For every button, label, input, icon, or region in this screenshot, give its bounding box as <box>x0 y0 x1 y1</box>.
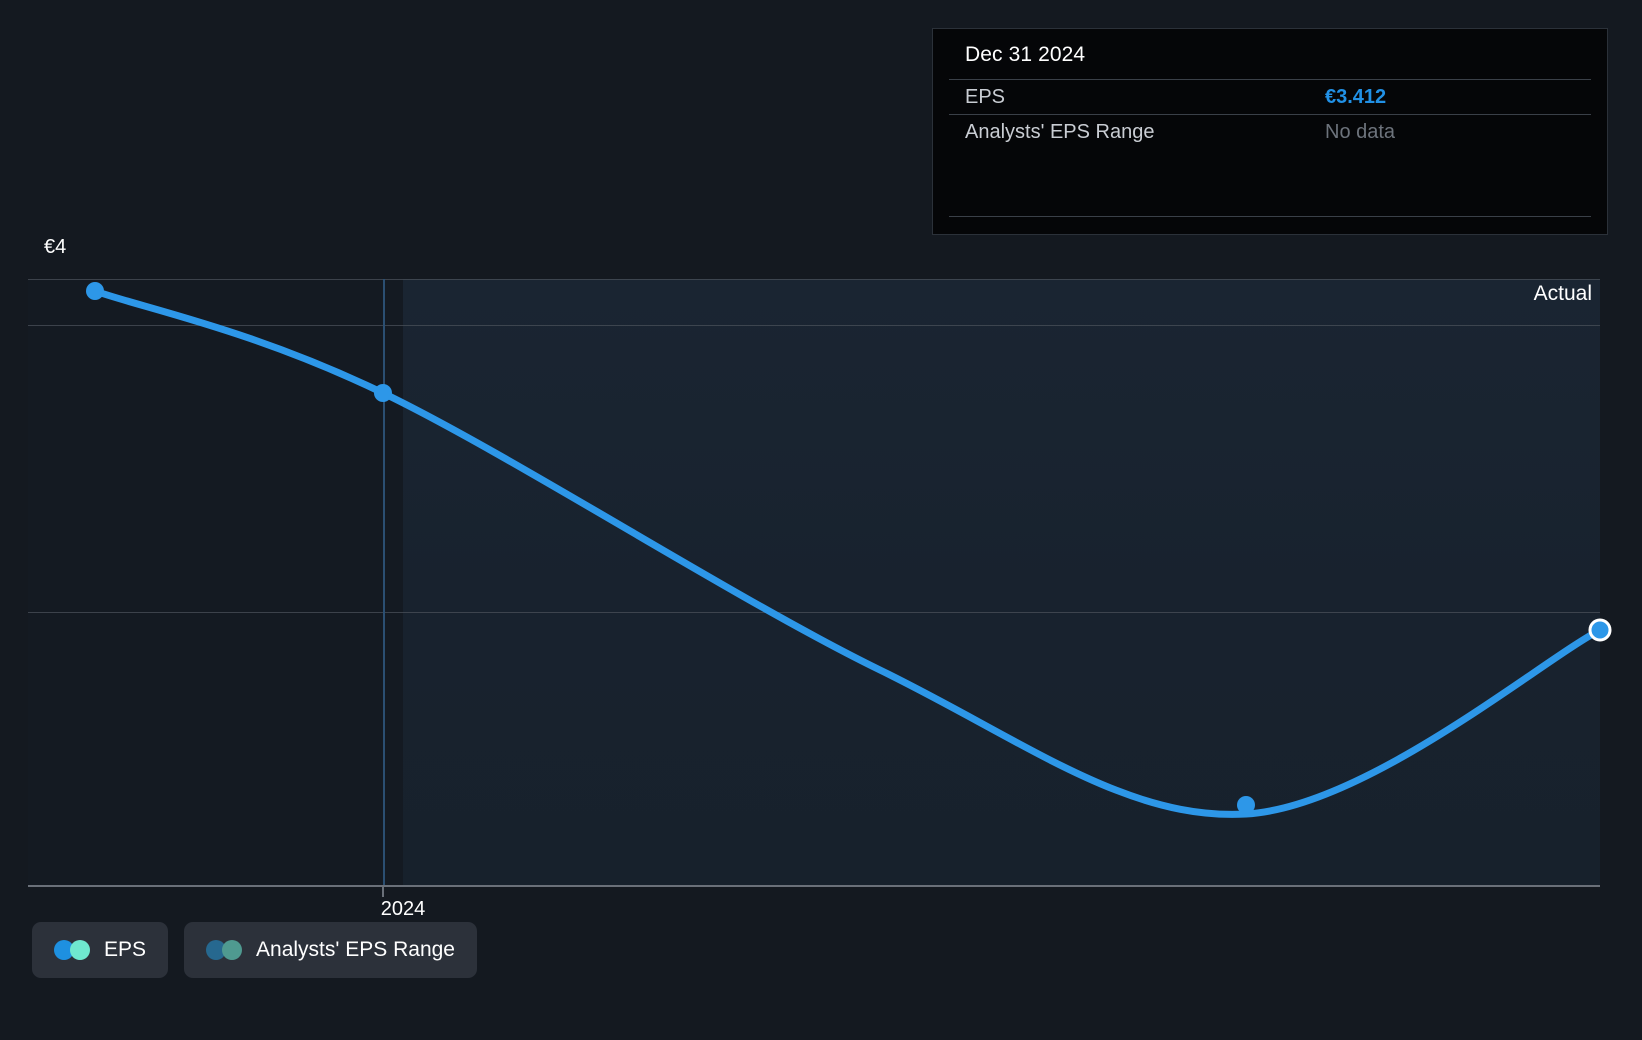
x-axis-line <box>28 885 1600 887</box>
eps-line <box>91 287 1600 818</box>
gridline-3 <box>28 612 1600 613</box>
plot-area: Actual <box>28 279 1600 885</box>
chart-legend: EPS Analysts' EPS Range <box>32 922 477 978</box>
legend-label-eps: EPS <box>104 938 147 961</box>
eps-marker-3 <box>1237 796 1255 814</box>
legend-label-analysts-eps-range: Analysts' EPS Range <box>256 938 455 961</box>
eps-swatch-icon <box>54 940 90 960</box>
tooltip-date: Dec 31 2024 <box>965 43 1086 66</box>
tooltip-row-eps: EPS €3.412 <box>949 79 1591 114</box>
plot-band-historic <box>28 279 403 885</box>
gridline-2 <box>28 325 1600 326</box>
legend-chip-analysts-eps-range[interactable]: Analysts' EPS Range <box>184 922 477 978</box>
eps-marker-selected <box>1588 618 1612 642</box>
tooltip-value-analysts-range: No data <box>1325 120 1396 143</box>
plot-band-actual <box>403 279 1600 885</box>
y-axis-tick-label-4: €4 <box>44 236 67 258</box>
analysts-range-swatch-icon <box>206 940 243 960</box>
actual-band-label: Actual <box>1533 282 1592 305</box>
eps-marker-2 <box>374 384 392 402</box>
tooltip-value-eps: €3.412 <box>1325 85 1387 108</box>
x-axis-tick-label-2024: 2024 <box>380 898 426 920</box>
tooltip-label-analysts-range: Analysts' EPS Range <box>965 120 1155 143</box>
gridline-top <box>28 279 1600 280</box>
chart-tooltip: Dec 31 2024 EPS €3.412 Analysts' EPS Ran… <box>932 28 1608 235</box>
tooltip-label-eps: EPS <box>965 85 1006 108</box>
tooltip-footer-divider <box>949 216 1591 217</box>
legend-chip-eps[interactable]: EPS <box>32 922 169 978</box>
tooltip-row-analysts-range: Analysts' EPS Range No data <box>949 114 1591 149</box>
eps-marker-1 <box>86 282 104 300</box>
x-axis-tick-2024 <box>382 885 384 897</box>
period-divider <box>383 279 385 885</box>
